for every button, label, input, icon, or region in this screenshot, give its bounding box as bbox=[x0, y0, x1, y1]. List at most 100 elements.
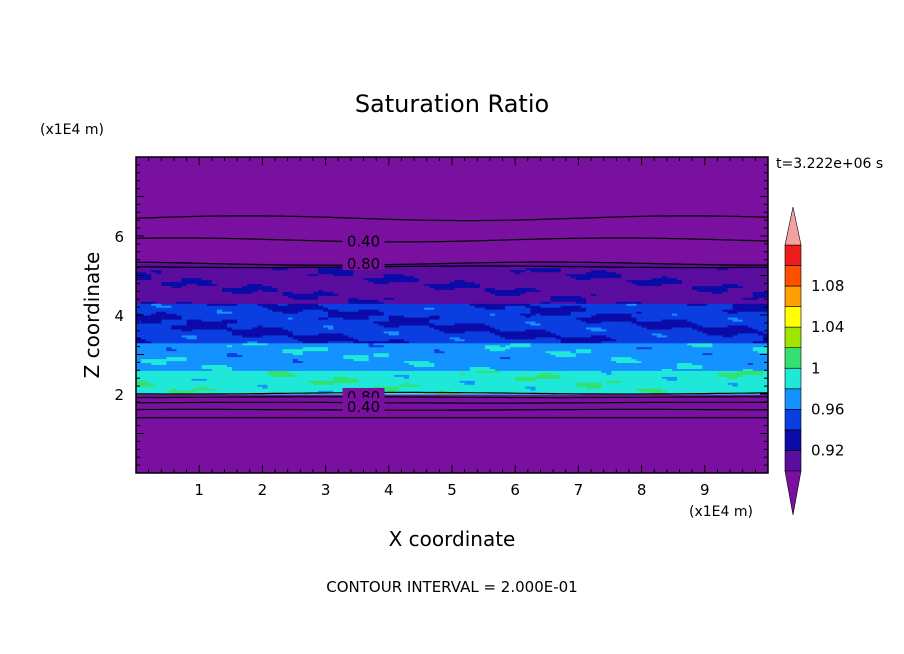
field-cell bbox=[515, 344, 521, 348]
field-cell bbox=[439, 354, 446, 358]
field-cell bbox=[237, 350, 243, 354]
field-cell bbox=[297, 374, 304, 377]
field-cell bbox=[429, 378, 435, 381]
field-cell bbox=[242, 358, 248, 362]
field-cell bbox=[409, 360, 415, 363]
field-cell bbox=[540, 374, 547, 377]
field-cell bbox=[201, 360, 208, 363]
field-cell bbox=[601, 348, 607, 352]
field-cell bbox=[591, 338, 597, 342]
field-cell bbox=[434, 350, 440, 354]
field-cell bbox=[484, 390, 491, 393]
field-cell bbox=[580, 360, 587, 363]
field-cell bbox=[287, 336, 294, 340]
field-cell bbox=[151, 315, 157, 318]
field-cell bbox=[530, 380, 537, 383]
field-cell bbox=[328, 364, 334, 367]
field-cell bbox=[596, 364, 602, 367]
field-cell bbox=[697, 356, 703, 360]
field-cell bbox=[404, 326, 410, 330]
field-cell bbox=[282, 384, 289, 387]
field-cell bbox=[414, 319, 420, 322]
field-cell bbox=[358, 320, 365, 324]
field-cell bbox=[565, 388, 572, 391]
field-cell bbox=[479, 376, 486, 379]
field-cell bbox=[591, 380, 597, 383]
field-cell bbox=[530, 336, 537, 340]
field-cell bbox=[383, 350, 390, 354]
field-cell bbox=[646, 326, 653, 330]
field-cell bbox=[687, 372, 693, 375]
field-cell bbox=[489, 330, 496, 334]
field-cell bbox=[550, 319, 557, 322]
field-cell bbox=[206, 317, 213, 320]
field-cell bbox=[515, 324, 521, 328]
field-cell bbox=[297, 330, 304, 334]
field-cell bbox=[277, 315, 284, 318]
field-cell bbox=[353, 319, 360, 322]
field-cell bbox=[429, 317, 435, 320]
field-cell bbox=[378, 319, 385, 322]
field-cell bbox=[651, 366, 658, 369]
field-cell bbox=[530, 378, 537, 381]
field-cell bbox=[232, 330, 238, 334]
field-cell bbox=[302, 330, 309, 334]
field-cell bbox=[156, 344, 162, 348]
field-cell bbox=[297, 384, 304, 387]
field-cell bbox=[606, 370, 612, 373]
field-cell bbox=[328, 382, 334, 385]
field-cell bbox=[575, 364, 582, 367]
field-cell bbox=[666, 380, 673, 383]
field-cell bbox=[702, 332, 708, 336]
field-cell bbox=[449, 330, 456, 334]
field-cell bbox=[520, 386, 526, 389]
field-cell bbox=[348, 372, 355, 375]
field-cell bbox=[348, 342, 355, 346]
field-cell bbox=[434, 364, 440, 367]
field-cell bbox=[378, 352, 385, 356]
field-cell bbox=[530, 326, 537, 330]
field-cell bbox=[201, 372, 208, 375]
field-cell bbox=[333, 344, 339, 348]
field-cell bbox=[227, 338, 233, 342]
field-cell bbox=[267, 348, 274, 352]
field-cell bbox=[267, 338, 274, 342]
field-cell bbox=[227, 330, 233, 334]
field-cell bbox=[398, 342, 405, 346]
field-cell bbox=[677, 376, 683, 379]
field-cell bbox=[176, 315, 183, 318]
field-cell bbox=[682, 380, 688, 383]
field-cell bbox=[373, 336, 380, 340]
field-cell bbox=[307, 344, 314, 348]
field-cell bbox=[419, 354, 425, 358]
field-cell bbox=[282, 330, 289, 334]
field-cell bbox=[176, 350, 183, 354]
field-cell bbox=[146, 372, 152, 375]
field-cell bbox=[398, 319, 405, 322]
field-cell bbox=[247, 374, 253, 377]
field-cell bbox=[232, 340, 238, 344]
field-cell bbox=[292, 384, 299, 387]
field-cell bbox=[692, 380, 698, 383]
field-cell bbox=[545, 344, 552, 348]
field-cell bbox=[277, 382, 284, 385]
field-cell bbox=[687, 322, 693, 326]
field-cell bbox=[388, 372, 395, 375]
field-cell bbox=[247, 348, 253, 352]
field-cell bbox=[459, 360, 466, 363]
field-cell bbox=[191, 360, 198, 363]
field-cell bbox=[621, 392, 628, 395]
field-cell bbox=[677, 356, 683, 360]
field-cell bbox=[388, 322, 395, 326]
field-cell bbox=[186, 378, 193, 381]
field-cell bbox=[292, 358, 299, 362]
field-cell bbox=[237, 376, 243, 379]
field-cell bbox=[393, 370, 400, 373]
field-cell bbox=[707, 378, 713, 381]
field-cell bbox=[196, 360, 203, 363]
field-cell bbox=[752, 386, 759, 389]
field-cell bbox=[697, 326, 703, 330]
field-cell bbox=[393, 362, 400, 365]
field-cell bbox=[419, 352, 425, 356]
field-cell bbox=[737, 358, 744, 362]
